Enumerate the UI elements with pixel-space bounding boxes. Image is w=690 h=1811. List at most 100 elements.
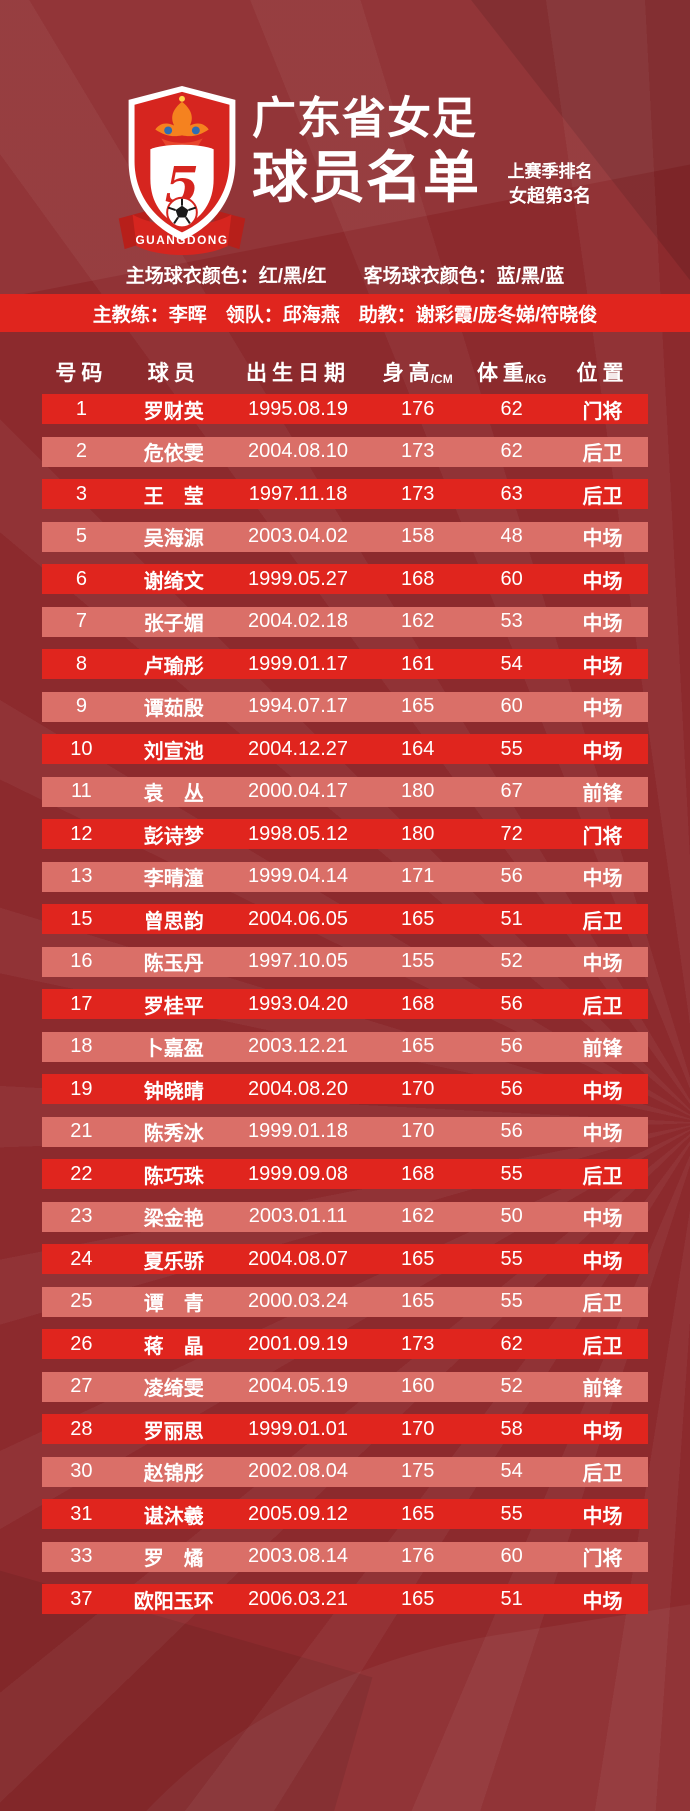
away-kit-colors: 客场球衣颜色：蓝/黑/蓝 — [363, 266, 565, 287]
player-height: 173 — [401, 482, 435, 505]
player-position: 中场 — [582, 1590, 623, 1613]
title-team-name: 广东省女足 — [252, 94, 477, 143]
player-number: 17 — [70, 992, 93, 1015]
players-table-body: 1 罗财英 1995.08.19 176 62 门将 2 危依雯 2004.08.10 173 62… — [42, 394, 648, 1614]
player-weight: 60 — [500, 695, 523, 717]
player-number: 23 — [70, 1205, 93, 1227]
player-name: 吴海源 — [143, 528, 204, 550]
table-row: 12 彭诗梦 1998.05.12 180 72 门将 — [42, 819, 648, 849]
table-row: 25 谭 青 2000.03.24 165 55 后卫 — [42, 1286, 648, 1317]
player-position: 中场 — [582, 613, 623, 635]
player-position: 中场 — [582, 1250, 623, 1273]
player-weight: 52 — [500, 1375, 523, 1397]
player-name: 谌沐羲 — [143, 1505, 204, 1528]
player-name: 袁 丛 — [143, 783, 204, 805]
table-row: 37 欧阳玉环 2006.03.21 165 51 中场 — [42, 1584, 648, 1614]
player-dob: 1999.01.17 — [247, 652, 349, 675]
player-weight: 72 — [500, 822, 523, 845]
table-row: 7 张子媚 2004.02.18 162 53 中场 — [42, 606, 648, 637]
player-height: 180 — [401, 822, 435, 845]
col-header-unit: /CM — [430, 372, 453, 386]
table-row: 23 梁金艳 2003.01.11 162 50 中场 — [42, 1201, 648, 1232]
table-row: 5 吴海源 2003.04.02 158 48 中场 — [42, 521, 648, 552]
player-weight: 51 — [500, 1587, 523, 1610]
player-position: 中场 — [582, 1505, 623, 1528]
table-row: 16 陈玉丹 1997.10.05 155 52 中场 — [42, 946, 648, 977]
kit-colors-line: 主场球衣颜色：红/黑/红 客场球衣颜色：蓝/黑/蓝 — [0, 261, 690, 288]
player-weight: 63 — [500, 482, 523, 505]
player-name: 刘宣池 — [143, 740, 204, 763]
player-number: 7 — [75, 610, 87, 632]
rank-caption: 上赛季排名 — [507, 162, 593, 181]
player-height: 165 — [401, 695, 435, 717]
col-header-label: 位置 — [576, 362, 629, 385]
player-height: 165 — [401, 1035, 435, 1057]
player-weight: 62 — [500, 1332, 523, 1355]
player-weight: 50 — [500, 1205, 523, 1227]
player-name: 钟晓晴 — [143, 1080, 204, 1103]
player-weight: 60 — [500, 567, 523, 590]
player-dob: 1998.05.12 — [247, 822, 349, 845]
player-dob: 2004.08.20 — [247, 1077, 349, 1100]
player-number: 12 — [70, 822, 93, 845]
player-weight: 62 — [500, 397, 523, 420]
table-row: 1 罗财英 1995.08.19 176 62 门将 — [42, 394, 648, 424]
player-name: 卢瑜彤 — [143, 655, 204, 678]
home-kit-colors: 主场球衣颜色：红/黑/红 — [125, 266, 327, 287]
player-dob: 1999.04.14 — [247, 865, 349, 887]
coaching-staff-text: 主教练：李晖 领队：邱海燕 助教：谢彩霞/庞冬娣/符晓俊 — [92, 304, 598, 326]
player-name: 罗财英 — [143, 400, 204, 423]
player-weight: 56 — [500, 1120, 523, 1142]
player-name: 张子媚 — [143, 613, 204, 635]
player-position: 中场 — [582, 528, 623, 550]
player-name: 彭诗梦 — [143, 825, 204, 848]
player-position: 中场 — [582, 698, 623, 720]
player-dob: 2000.03.24 — [247, 1290, 349, 1312]
player-number: 10 — [70, 737, 93, 760]
player-position: 后卫 — [582, 910, 623, 933]
player-dob: 2004.06.05 — [247, 907, 349, 930]
player-position: 后卫 — [582, 1165, 623, 1188]
player-height: 165 — [401, 1247, 435, 1270]
player-dob: 2000.04.17 — [247, 780, 349, 802]
player-height: 180 — [401, 780, 435, 802]
player-position: 中场 — [582, 868, 623, 890]
player-dob: 1999.09.08 — [247, 1162, 349, 1185]
player-number: 5 — [75, 525, 87, 547]
page-title: 广东省女足 球员名单 — [252, 94, 492, 208]
player-dob: 2004.08.10 — [247, 440, 349, 462]
player-weight: 48 — [500, 525, 523, 547]
player-dob: 1994.07.17 — [247, 695, 349, 717]
player-name: 王 莹 — [143, 485, 204, 508]
player-position: 门将 — [582, 1548, 623, 1570]
player-name: 罗 燏 — [143, 1548, 204, 1570]
player-height: 165 — [401, 907, 435, 930]
player-number: 31 — [70, 1502, 93, 1525]
player-height: 168 — [401, 567, 435, 590]
col-header-player: 球员 — [121, 357, 227, 387]
table-row: 8 卢瑜彤 1999.01.17 161 54 中场 — [42, 649, 648, 679]
player-position: 后卫 — [582, 995, 623, 1018]
player-dob: 2003.04.02 — [247, 525, 349, 547]
player-number: 30 — [70, 1460, 93, 1482]
player-name: 卜嘉盈 — [143, 1038, 204, 1060]
table-row: 9 谭茹殷 1994.07.17 165 60 中场 — [42, 691, 648, 722]
player-dob: 2004.05.19 — [247, 1375, 349, 1397]
player-position: 中场 — [582, 953, 623, 975]
player-height: 165 — [401, 1587, 435, 1610]
player-position: 前锋 — [582, 1378, 623, 1400]
player-weight: 54 — [500, 1460, 523, 1482]
table-row: 2 危依雯 2004.08.10 173 62 后卫 — [42, 436, 648, 467]
player-dob: 2004.08.07 — [247, 1247, 349, 1270]
player-weight: 56 — [500, 865, 523, 887]
team-badge: 5 GUANGDONG — [118, 85, 246, 256]
player-height: 175 — [401, 1460, 435, 1482]
player-name: 李晴潼 — [143, 868, 204, 890]
table-row: 27 凌绮雯 2004.05.19 160 52 前锋 — [42, 1371, 648, 1402]
table-row: 21 陈秀冰 1999.01.18 170 56 中场 — [42, 1116, 648, 1147]
player-position: 门将 — [582, 825, 623, 848]
player-position: 中场 — [582, 570, 623, 593]
player-position: 后卫 — [582, 1335, 623, 1358]
player-number: 11 — [71, 780, 92, 802]
